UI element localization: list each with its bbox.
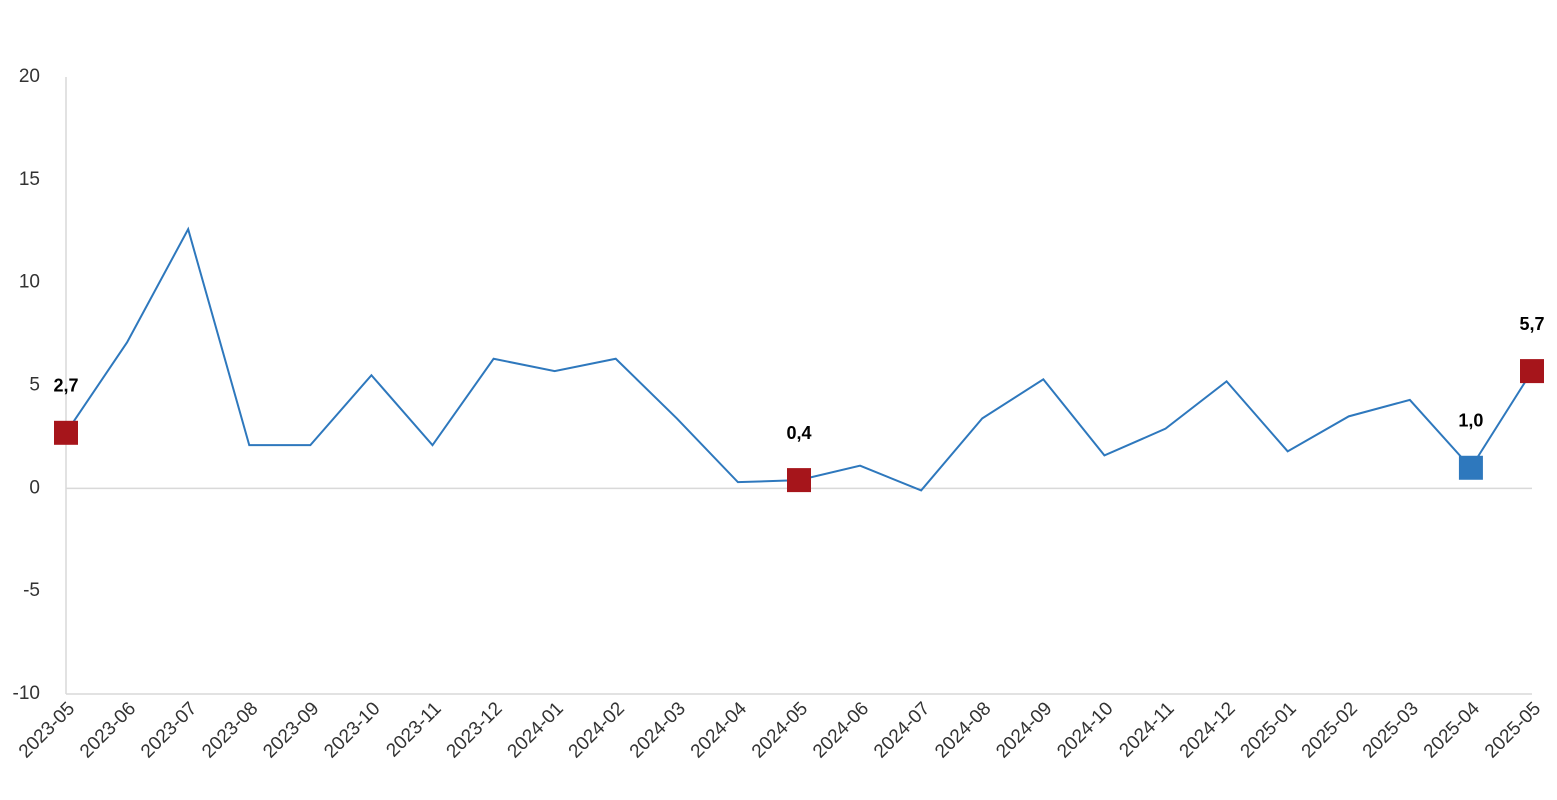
y-tick-label: -10 — [13, 683, 40, 704]
marker — [54, 420, 78, 445]
x-tick-label: 2024-05 — [748, 698, 812, 762]
y-tick-label: 5 — [29, 375, 40, 396]
marker — [1458, 455, 1483, 480]
y-tick-label: 20 — [19, 66, 40, 87]
value-label: 0,4 — [786, 423, 811, 443]
x-tick-label: 2024-04 — [687, 698, 751, 762]
x-tick-label: 2024-03 — [626, 698, 690, 762]
x-tick-label: 2024-06 — [809, 698, 873, 762]
value-label: 2,7 — [53, 376, 78, 396]
x-tick-label: 2024-10 — [1053, 698, 1117, 762]
x-tick-label: 2023-05 — [15, 698, 79, 762]
y-tick-label: 15 — [19, 169, 40, 190]
value-label: 5,7 — [1519, 314, 1544, 334]
x-tick-label: 2024-09 — [992, 698, 1056, 762]
line — [65, 226, 1533, 492]
x-tick-label: 2025-04 — [1420, 698, 1484, 762]
x-tick-label: 2025-03 — [1359, 698, 1423, 762]
value-label: 1,0 — [1458, 411, 1483, 431]
x-tick-label: 2023-12 — [443, 698, 507, 762]
y-tick-label: -5 — [23, 580, 40, 601]
x-tick-label: 2024-07 — [870, 698, 934, 762]
x-tick-label: 2025-05 — [1481, 698, 1545, 762]
x-tick-label: 2024-08 — [931, 698, 995, 762]
marker — [787, 468, 811, 493]
y-tick-label: 0 — [29, 477, 40, 498]
x-tick-label: 2023-10 — [320, 698, 384, 762]
x-tick-label: 2023-06 — [76, 698, 140, 762]
y-tick-label: 10 — [19, 272, 40, 293]
x-tick-label: 2025-02 — [1298, 698, 1362, 762]
x-tick-label: 2023-08 — [198, 698, 262, 762]
x-tick-label: 2025-01 — [1237, 698, 1301, 762]
x-tick-label: 2024-02 — [565, 698, 629, 762]
x-tick-label: 2024-01 — [504, 698, 568, 762]
x-tick-label: 2023-07 — [137, 698, 201, 762]
x-tick-label: 2023-09 — [259, 698, 323, 762]
x-tick-label: 2024-11 — [1115, 698, 1178, 761]
marker — [1520, 359, 1544, 384]
x-tick-label: 2023-11 — [382, 698, 445, 761]
x-tick-label: 2024-12 — [1176, 698, 1240, 762]
